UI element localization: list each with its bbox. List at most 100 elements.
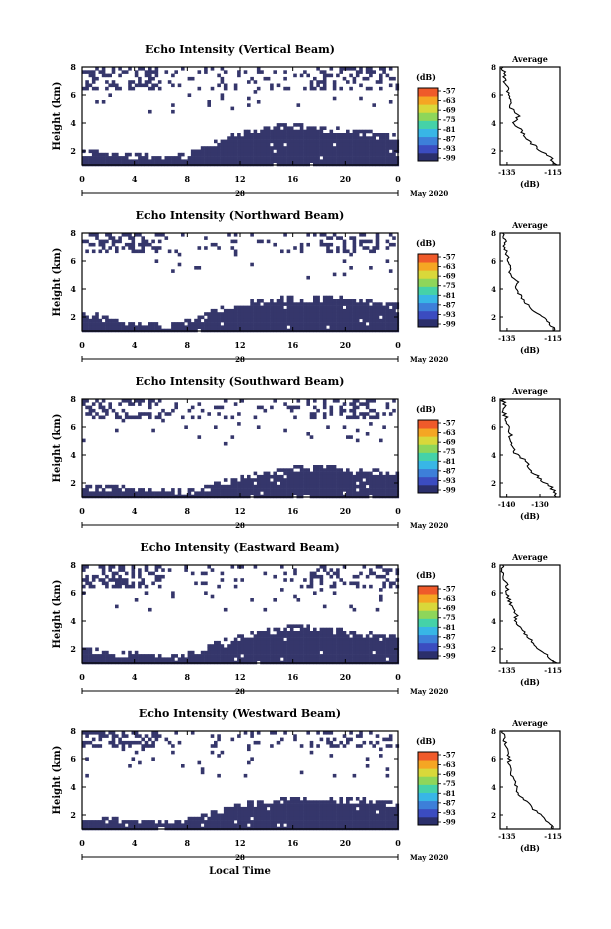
heatmap-cell xyxy=(118,73,122,78)
heatmap-cell xyxy=(88,731,93,735)
heatmap-cell xyxy=(316,80,320,84)
heatmap-cell xyxy=(227,816,231,821)
heatmap-cell xyxy=(322,299,327,303)
heatmap-cell xyxy=(124,325,129,329)
heatmap-cell xyxy=(319,142,324,147)
heatmap-cell xyxy=(369,584,373,589)
heatmap-cell xyxy=(362,149,367,154)
heatmap-cell xyxy=(372,654,376,658)
heatmap-cell xyxy=(270,644,274,648)
heatmap-cell xyxy=(382,657,386,661)
heatmap-cell xyxy=(322,644,327,648)
heatmap-cell xyxy=(184,568,188,572)
heatmap-cell xyxy=(296,399,301,403)
heatmap-cell xyxy=(223,315,228,320)
heatmap-cell xyxy=(210,325,215,329)
heatmap-cell xyxy=(91,242,96,247)
heatmap-cell xyxy=(111,159,116,163)
heatmap-cell xyxy=(309,806,314,811)
heatmap-cell xyxy=(115,578,119,582)
heatmap-cell xyxy=(293,136,297,140)
heatmap-cell xyxy=(379,322,383,326)
heatmap-cell xyxy=(349,156,353,160)
heatmap-cell xyxy=(138,80,142,84)
heatmap-cell xyxy=(392,305,396,310)
heatmap-cell xyxy=(247,644,251,648)
heatmap-cell xyxy=(336,142,340,147)
heatmap-cell xyxy=(332,465,337,469)
heatmap-cell xyxy=(289,823,294,827)
heatmap-cell xyxy=(319,325,324,329)
heatmap-cell xyxy=(316,484,320,489)
heatmap-cell xyxy=(286,650,291,655)
heatmap-cell xyxy=(346,471,350,476)
heatmap-cell xyxy=(240,647,244,652)
heatmap-cell xyxy=(349,816,353,821)
heatmap-cell xyxy=(233,312,238,316)
heatmap-cell xyxy=(283,657,287,661)
heatmap-cell xyxy=(299,654,304,658)
heatmap-cell xyxy=(194,823,198,827)
heatmap-cell xyxy=(101,816,106,821)
heatmap-cell xyxy=(379,438,383,443)
heatmap-cell xyxy=(306,491,310,495)
heatmap-cell xyxy=(243,816,248,821)
heatmap-cell xyxy=(194,491,198,495)
heatmap-cell xyxy=(256,803,261,808)
heatmap-cell xyxy=(369,644,373,648)
heatmap-cell xyxy=(108,325,112,329)
heatmap-cell xyxy=(362,810,367,814)
heatmap-cell xyxy=(101,159,106,163)
heatmap-cell xyxy=(240,146,244,150)
heatmap-cell xyxy=(322,312,327,316)
heatmap-cell xyxy=(260,478,264,482)
heatmap-cell xyxy=(101,152,106,157)
colorbar-tick-label: -57 xyxy=(443,585,456,594)
heatmap-cell xyxy=(283,647,287,652)
heatmap-cell xyxy=(233,584,238,589)
heatmap-cell xyxy=(243,478,248,482)
heatmap-cell xyxy=(349,133,353,137)
heatmap-cell xyxy=(382,315,386,320)
heatmap-cell xyxy=(207,657,211,661)
heatmap-cell xyxy=(319,647,324,652)
heatmap-cell xyxy=(247,308,251,313)
heatmap-cell xyxy=(309,750,314,755)
heatmap-cell xyxy=(322,399,327,403)
heatmap-cell xyxy=(260,239,264,244)
heatmap-cell xyxy=(250,299,254,303)
heatmap-cell xyxy=(395,810,400,814)
heatmap-cell xyxy=(299,325,304,329)
heatmap-cell xyxy=(237,803,241,808)
heatmap-cell xyxy=(141,83,145,88)
heatmap-cell xyxy=(223,637,228,642)
heatmap-cell xyxy=(369,640,373,645)
heatmap-cell xyxy=(280,312,284,316)
heatmap-cell xyxy=(148,70,152,74)
heatmap-cell xyxy=(266,810,271,814)
heatmap-cell xyxy=(392,478,396,482)
heatmap-cell xyxy=(141,581,145,586)
heatmap-cell xyxy=(204,236,208,240)
heatmap-cell xyxy=(115,412,119,416)
heatmap-cell xyxy=(382,816,386,821)
heatmap-cell xyxy=(385,737,390,742)
heatmap-cell xyxy=(273,478,277,482)
heatmap-cell xyxy=(303,129,307,134)
heatmap-cell xyxy=(388,581,393,586)
heatmap-cell xyxy=(227,233,231,237)
heatmap-cell xyxy=(332,471,337,476)
colorbar-tick-label: -75 xyxy=(443,281,456,290)
heatmap-cell xyxy=(332,308,337,313)
heatmap-cell xyxy=(134,415,139,420)
heatmap-cell xyxy=(82,491,86,495)
heatmap-cell xyxy=(369,86,373,91)
heatmap-cell xyxy=(365,657,370,661)
heatmap-cell xyxy=(319,315,324,320)
heatmap-cell xyxy=(121,418,126,423)
heatmap-cell xyxy=(329,574,334,579)
heatmap-cell xyxy=(266,159,271,163)
heatmap-cell xyxy=(326,305,330,310)
heatmap-cell xyxy=(316,744,320,748)
heatmap-cell xyxy=(316,816,320,821)
